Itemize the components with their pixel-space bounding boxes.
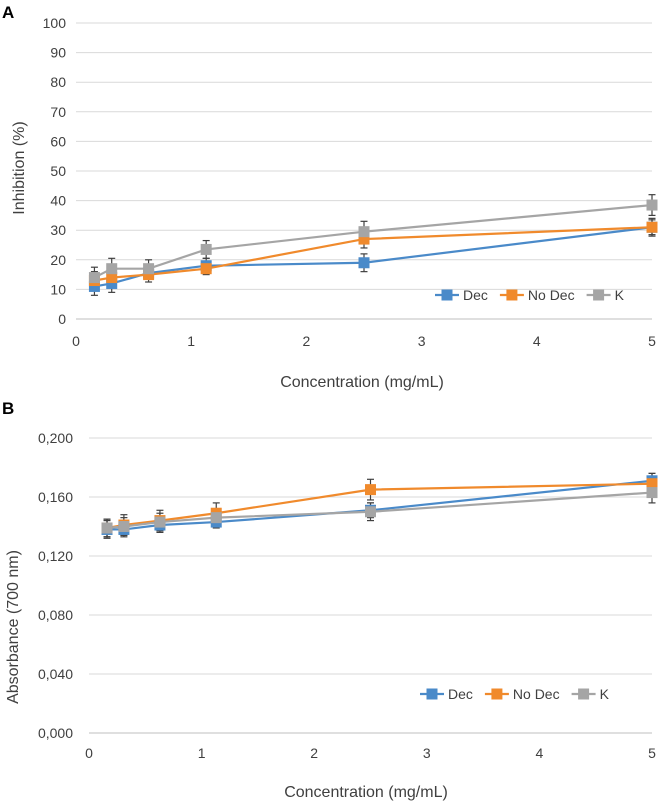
panel-a-k-point [200, 243, 212, 255]
panel-a-y-tick-label: 70 [50, 104, 66, 120]
panel-b-label: B [2, 399, 14, 418]
panel-a-y-tick-label: 10 [50, 281, 66, 297]
panel-a-y-tick-label: 40 [50, 193, 66, 209]
panel-b-no-dec-point [365, 484, 376, 496]
panel-b-k-point [646, 487, 658, 499]
panel-a-no-dec-point [143, 269, 155, 281]
panel-a-y-tick-label: 90 [50, 45, 66, 61]
panel-b-y-tick-label: 0,080 [38, 607, 73, 623]
panel-a-error-bars [90, 194, 656, 296]
panel-a-legend: Dec No Dec K [435, 287, 625, 303]
panel-b-legend-label: Dec [448, 686, 473, 702]
panel-a-no-dec-point [358, 233, 370, 245]
panel-a-y-tick-label: 80 [50, 74, 66, 90]
panel-a-no-dec-point [200, 263, 212, 275]
panel-a-no-dec-point [106, 272, 118, 284]
panel-b-y-tick-label: 0,200 [38, 430, 73, 446]
panel-a-legend-item-k: K [586, 287, 625, 303]
panel-b-y-tick-label: 0,040 [38, 666, 73, 682]
panel-b-y-tick-label: 0,120 [38, 548, 73, 564]
panel-b-x-tick-label: 0 [85, 745, 93, 761]
panel-b-legend: Dec No Dec K [420, 686, 610, 702]
panel-a-k-point [143, 263, 155, 275]
panel-a-y-tick-labels: 0 10 20 30 40 50 60 70 80 90 100 [43, 15, 67, 327]
panel-b-x-tick-label: 3 [423, 745, 431, 761]
panel-b-dec-line [107, 479, 653, 531]
panel-a: A 0 10 20 30 40 50 60 70 80 90 100 0 1 2 3 4 5 Inhibiti… [2, 3, 658, 391]
panel-a-legend-item-dec: Dec [435, 287, 488, 303]
panel-a-x-tick-label: 1 [187, 333, 195, 349]
panel-a-no-dec-line [94, 226, 653, 282]
panel-b-legend-item-dec: Dec [420, 686, 473, 702]
panel-a-legend-label: K [615, 287, 625, 303]
panel-a-y-tick-label: 50 [50, 163, 66, 179]
panel-a-k-point [88, 272, 100, 284]
panel-a-markers [88, 199, 658, 292]
panel-a-y-tick-label: 60 [50, 133, 66, 149]
panel-a-y-tick-label: 20 [50, 252, 66, 268]
panel-a-dec-point [358, 257, 370, 269]
panel-a-no-dec-point [646, 221, 658, 233]
panel-b-legend-item-no-dec: No Dec [484, 686, 560, 702]
panel-a-legend-label: Dec [463, 287, 488, 303]
panel-b-k-point [154, 516, 166, 528]
panel-b-legend-item-k: K [571, 686, 610, 702]
panel-a-x-tick-label: 3 [418, 333, 426, 349]
panel-b-markers [101, 475, 658, 535]
panel-a-x-tick-label: 5 [648, 333, 656, 349]
panel-b-x-tick-label: 2 [310, 745, 318, 761]
panel-a-x-axis-label: Concentration (mg/mL) [280, 374, 444, 391]
panel-a-x-tick-labels: 0 1 2 3 4 5 [72, 333, 656, 349]
panel-b-k-point [210, 512, 222, 524]
panel-a-series-lines [93, 203, 653, 288]
panel-a-x-tick-label: 2 [303, 333, 311, 349]
panel-b-x-tick-label: 4 [536, 745, 544, 761]
panel-b-y-tick-label: 0,160 [38, 489, 73, 505]
panel-b-y-axis-label: Absorbance (700 nm) [5, 550, 22, 704]
panel-a-dec-line [94, 226, 653, 288]
panel-a-k-point [106, 263, 118, 275]
panel-b-y-tick-label: 0,000 [38, 725, 73, 741]
panel-a-y-tick-label: 30 [50, 222, 66, 238]
panel-b-k-point [118, 521, 130, 532]
panel-a-y-tick-label: 0 [58, 311, 66, 327]
panel-b-legend-label: K [600, 686, 610, 702]
panel-a-k-point [358, 226, 370, 238]
panel-a-y-axis-label: Inhibition (%) [11, 121, 28, 214]
panel-a-y-tick-label: 100 [43, 15, 67, 31]
panel-b-no-dec-point [646, 478, 658, 490]
panel-b-k-point [365, 506, 376, 518]
panel-a-label: A [2, 3, 14, 22]
panel-b-x-axis-label: Concentration (mg/mL) [284, 784, 448, 801]
panel-b-error-bars [103, 472, 656, 539]
panel-a-gridlines [76, 22, 652, 320]
panel-b-y-tick-labels: 0,000 0,040 0,080 0,120 0,160 0,200 [38, 430, 73, 741]
panel-a-legend-label: No Dec [528, 287, 575, 303]
panel-b-series-lines [106, 479, 653, 531]
panel-b-legend-label: No Dec [513, 686, 560, 702]
panel-a-x-tick-label: 0 [72, 333, 80, 349]
panel-b-x-tick-label: 5 [648, 745, 656, 761]
panel-a-k-line [93, 203, 653, 279]
panel-b-x-tick-labels: 0 1 2 3 4 5 [85, 745, 656, 761]
panel-a-dec-point [106, 277, 118, 289]
panel-a-x-tick-label: 4 [533, 333, 541, 349]
panel-b-x-tick-label: 1 [198, 745, 206, 761]
panel-a-dec-point [88, 280, 100, 292]
panel-a-k-point [646, 199, 658, 211]
panel-b-k-point [101, 522, 113, 534]
panel-a-legend-item-no-dec: No Dec [499, 287, 575, 303]
